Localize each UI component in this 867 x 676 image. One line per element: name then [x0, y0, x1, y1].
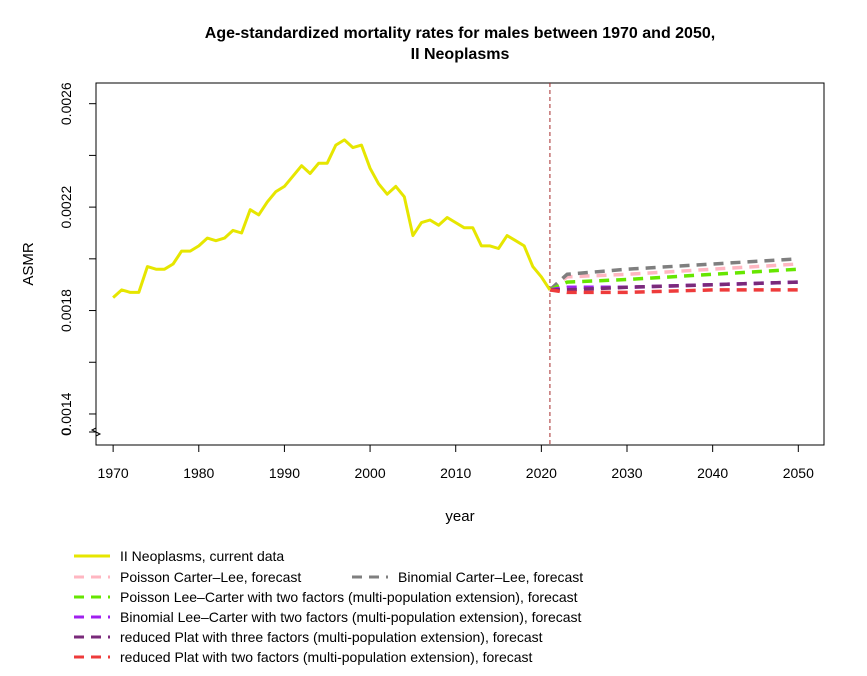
y-tick-label: 0.0022: [58, 185, 74, 228]
y-axis-label: ASMR: [20, 242, 37, 286]
y-tick-label: 0.0026: [58, 82, 74, 125]
plot-area: [112, 83, 799, 445]
x-tick-label: 1990: [269, 465, 300, 481]
x-tick-label: 2000: [354, 465, 385, 481]
series-line-5: [549, 280, 799, 292]
x-tick-label: 2020: [526, 465, 557, 481]
y-tick-label: 0.0014: [58, 392, 74, 435]
legend-label: Binomial Lee–Carter with two factors (mu…: [120, 609, 582, 625]
chart-title: Age-standardized mortality rates for mal…: [205, 25, 715, 42]
series-line-3: [549, 267, 799, 292]
x-axis: 1970 1980 1990 2000 2010 2020 2030 2040 2050: [98, 444, 814, 481]
series-line-0: [112, 138, 552, 299]
y-axis: 00.0014 0.0018 0.0022 0.0026: [58, 82, 102, 437]
x-tick-label: 2010: [440, 465, 471, 481]
x-axis-label: year: [445, 508, 474, 525]
legend-label: reduced Plat with three factors (multi-p…: [120, 629, 543, 645]
y-tick-label: 0: [58, 428, 74, 436]
legend-label: Binomial Carter–Lee, forecast: [398, 569, 583, 585]
series-line-6: [549, 288, 799, 295]
x-tick-label: 2050: [783, 465, 814, 481]
x-tick-label: 2030: [611, 465, 642, 481]
x-tick-label: 1980: [183, 465, 214, 481]
legend-label: reduced Plat with two factors (multi-pop…: [120, 649, 533, 665]
chart-subtitle: II Neoplasms: [411, 46, 510, 63]
x-tick-label: 1970: [98, 465, 129, 481]
x-tick-label: 2040: [697, 465, 728, 481]
y-tick-label: 0.0018: [58, 289, 74, 332]
series-line-1: [548, 262, 799, 292]
legend: II Neoplasms, current data Poisson Carter…: [74, 548, 583, 665]
legend-label: II Neoplasms, current data: [120, 548, 284, 564]
legend-label: Poisson Carter–Lee, forecast: [120, 569, 301, 585]
legend-label: Poisson Lee–Carter with two factors (mul…: [120, 589, 578, 605]
